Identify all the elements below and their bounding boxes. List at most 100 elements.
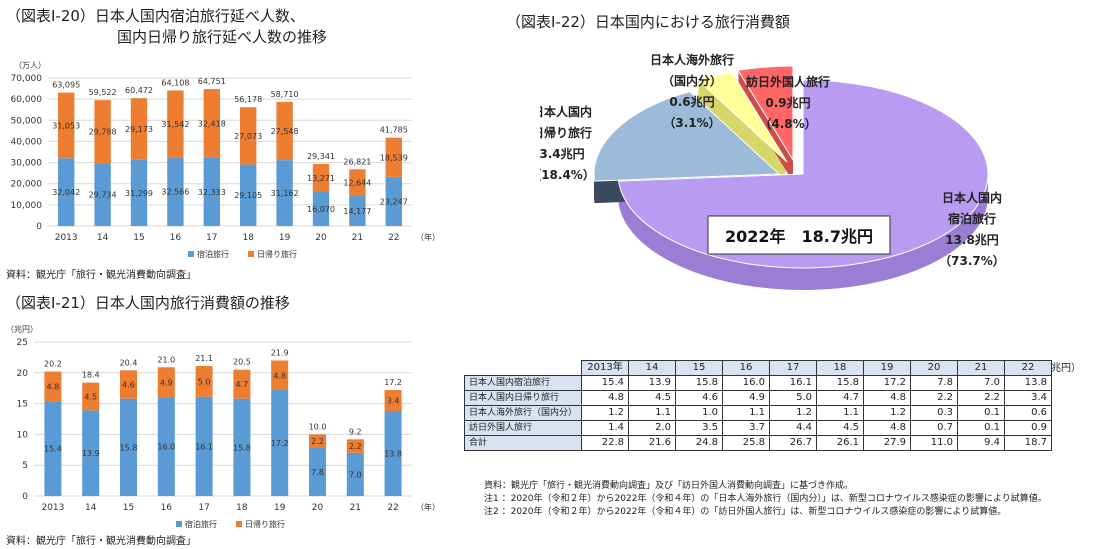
y-tick-label: 0 xyxy=(36,222,42,232)
x-tick-label: 19 xyxy=(274,503,286,513)
y-axis-unit: （兆円） xyxy=(6,324,38,334)
bar-lodging xyxy=(130,159,148,226)
data-label: 15.8 xyxy=(120,443,138,452)
bar-lodging xyxy=(240,164,257,226)
x-tick-label: 19 xyxy=(279,233,291,243)
fig22-table: 2013年 14 15 16 17 18 19 20 21 22 日本人国内宿泊旅行 15.4 13.… xyxy=(464,360,1052,451)
table-cell: 18.7 xyxy=(1004,435,1052,451)
legend-swatch xyxy=(236,521,242,527)
pie-slice-label: 宿泊旅行 xyxy=(948,211,996,226)
table-header-cell: 14 xyxy=(628,360,676,376)
table-header-cell: 18 xyxy=(816,360,864,376)
x-tick-label: 2013 xyxy=(55,233,78,243)
table-header-row: 2013年 14 15 16 17 18 19 20 21 22 xyxy=(464,360,1052,376)
bar-day-trip xyxy=(82,382,100,411)
table-cell: 13.8 xyxy=(1004,375,1052,391)
table-cell: 9.4 xyxy=(957,435,1005,451)
table-cell: 4.4 xyxy=(769,420,817,436)
fig20-title-line2: 国内日帰り旅行延べ人数の推移 xyxy=(117,28,328,46)
fig21-source: 資料：観光庁「旅行・観光消費動向調査」 xyxy=(6,536,196,547)
table-cell: 2.2 xyxy=(910,390,958,406)
bar-lodging xyxy=(203,157,220,226)
pie-slice-label: 日本人国内 xyxy=(540,104,592,119)
x-tick-label: 15 xyxy=(133,233,144,243)
table-header-cell: 16 xyxy=(722,360,770,376)
pie-slice-label: 0.6兆円 xyxy=(669,94,714,109)
x-tick-label: 22 xyxy=(387,503,398,513)
pie-slice-label: 日本人国内 xyxy=(942,190,1002,205)
total-label: 63,095 xyxy=(52,81,80,90)
pie-slice-label: 0.9兆円 xyxy=(765,95,810,110)
data-label: 32,042 xyxy=(52,188,80,197)
pie-slice-label: 3.4兆円 xyxy=(540,146,585,161)
data-label: 27,073 xyxy=(234,132,262,141)
x-tick-label: 18 xyxy=(242,233,254,243)
pie-slice-label: （3.1%） xyxy=(663,115,720,130)
data-label: 16,070 xyxy=(307,205,335,214)
table-cell: 0.1 xyxy=(957,405,1005,421)
bar-day-trip xyxy=(385,137,402,177)
bar-lodging xyxy=(167,157,184,226)
data-label: 4.5 xyxy=(84,393,97,402)
table-row: 日本人海外旅行（国内分） 1.2 1.1 1.0 1.1 1.2 1.1 1.2 0.3 0.1 0… xyxy=(464,405,1052,421)
data-label: 32,333 xyxy=(198,188,226,197)
pie-slice-label: （4.8%） xyxy=(759,116,816,131)
table-cell: 21.6 xyxy=(628,435,676,451)
table-cell: 1.1 xyxy=(628,405,676,421)
x-tick-label: 17 xyxy=(198,503,209,513)
total-label: 29,341 xyxy=(307,152,335,161)
pie-slice-label: 日帰り旅行 xyxy=(540,125,592,140)
data-label: 31,162 xyxy=(271,189,299,198)
table-cell: 0.6 xyxy=(1004,405,1052,421)
data-label: 32,566 xyxy=(161,188,189,197)
x-tick-label: 16 xyxy=(161,503,173,513)
x-tick-label: 22 xyxy=(388,233,399,243)
y-tick-label: 60,000 xyxy=(11,95,43,105)
table-cell: 1.2 xyxy=(769,405,817,421)
table-cell: 3.7 xyxy=(722,420,770,436)
pie-slice-label: （国内分） xyxy=(662,73,722,88)
data-label: 31,299 xyxy=(125,189,153,198)
table-cell: 0.7 xyxy=(910,420,958,436)
bar-lodging xyxy=(271,390,289,496)
table-cell: 4.8 xyxy=(863,390,911,406)
bar-lodging xyxy=(195,396,213,496)
table-cell: 7.8 xyxy=(910,375,958,391)
bar-lodging xyxy=(384,410,402,496)
total-label: 20.5 xyxy=(233,358,251,367)
x-tick-label: 18 xyxy=(236,503,248,513)
fig22-note-source: 資料：観光庁「旅行・観光消費動向調査」及び「訪日外国人消費動向調査」に基づき作成… xyxy=(484,481,854,491)
bar-lodging xyxy=(308,447,327,496)
pie-slice-label: 訪日外国人旅行 xyxy=(746,74,830,89)
legend-label: 日帰り旅行 xyxy=(257,249,297,259)
bar-day-trip xyxy=(94,100,111,164)
total-label: 17.2 xyxy=(384,378,402,387)
data-label: 13,271 xyxy=(307,174,335,183)
data-label: 13.9 xyxy=(82,449,100,458)
table-cell: 3.4 xyxy=(1004,390,1052,406)
table-row: 訪日外国人旅行 1.4 2.0 3.5 3.7 4.4 4.5 4.8 0.7 0.1 0.9 xyxy=(464,420,1052,436)
data-label: 31,053 xyxy=(52,121,80,130)
table-cell: 24.8 xyxy=(675,435,723,451)
table-header-cell: 2013年 xyxy=(581,360,629,376)
total-label: 59,522 xyxy=(89,88,117,97)
table-cell: 1.1 xyxy=(722,405,770,421)
bar-day-trip xyxy=(346,439,364,453)
data-label: 4.9 xyxy=(160,378,173,387)
y-tick-label: 15 xyxy=(17,400,28,410)
data-label: 17.2 xyxy=(271,439,289,448)
bar-lodging xyxy=(385,176,402,226)
x-tick-label: 21 xyxy=(352,233,363,243)
total-label: 21.9 xyxy=(271,348,289,357)
total-label: 18.4 xyxy=(82,371,100,380)
table-cell: 2.2 xyxy=(957,390,1005,406)
fig22-pie-chart: 日本人国内宿泊旅行13.8兆円（73.7%）日本人国内日帰り旅行3.4兆円（18… xyxy=(540,52,1005,290)
table-cell: 26.7 xyxy=(769,435,817,451)
fig22-note-1: 注1 ：2020年（令和２年）から2022年（令和４年）の「日本人海外旅行（国内… xyxy=(484,494,1047,504)
table-cell: 7.0 xyxy=(957,375,1005,391)
bar-lodging xyxy=(58,158,75,226)
table-cell: 2.0 xyxy=(628,420,676,436)
pie-slice-label: （18.4%） xyxy=(540,167,595,182)
data-label: 29,734 xyxy=(89,191,117,200)
data-label: 16.1 xyxy=(195,442,213,451)
